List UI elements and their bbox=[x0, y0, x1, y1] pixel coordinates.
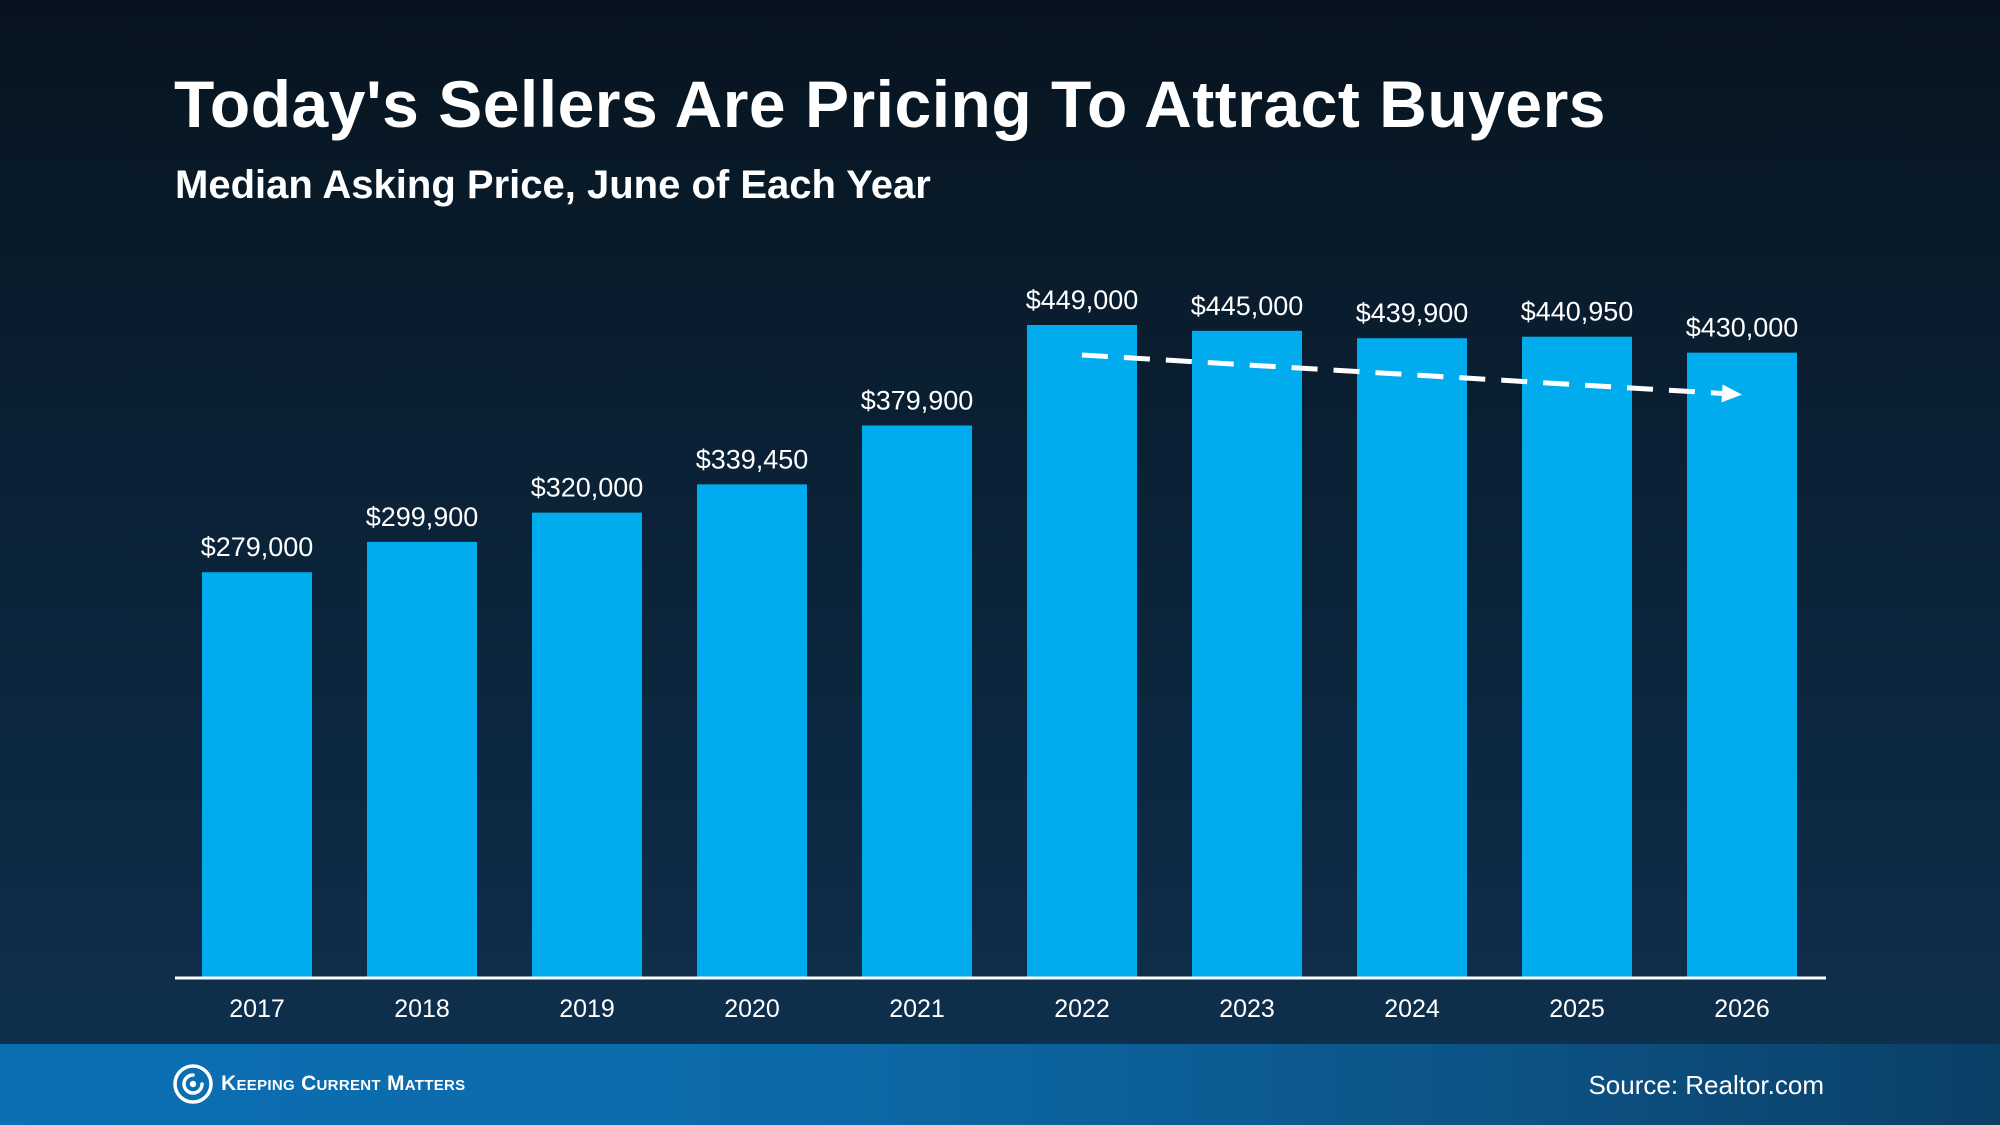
bar-2025[interactable] bbox=[1522, 336, 1632, 978]
bar-2023[interactable] bbox=[1192, 330, 1302, 978]
data-label-2019: $320,000 bbox=[531, 473, 644, 503]
bar-2020[interactable] bbox=[697, 484, 807, 978]
x-tick-label-2019: 2019 bbox=[559, 995, 615, 1023]
x-tick-label-2020: 2020 bbox=[724, 995, 780, 1023]
trend-arrow-head bbox=[1721, 384, 1742, 403]
x-tick-label-2017: 2017 bbox=[229, 995, 285, 1023]
bar-2026[interactable] bbox=[1687, 352, 1797, 978]
x-tick-label-2021: 2021 bbox=[889, 995, 945, 1023]
data-label-2025: $440,950 bbox=[1521, 297, 1634, 327]
data-label-2022: $449,000 bbox=[1026, 285, 1139, 315]
bar-2024[interactable] bbox=[1357, 338, 1467, 979]
data-label-2023: $445,000 bbox=[1191, 291, 1304, 321]
brand[interactable]: Keeping Current Matters bbox=[173, 1064, 465, 1104]
bar-2022[interactable] bbox=[1027, 325, 1137, 978]
brand-name: Keeping Current Matters bbox=[221, 1072, 466, 1095]
x-tick-labels-group: 2017 2018 2019 2020 2021 2022 2023 2024 2025 2026 bbox=[229, 995, 1770, 1023]
bars-group bbox=[202, 325, 1797, 979]
kcm-logo-icon bbox=[173, 1064, 213, 1104]
data-label-2020: $339,450 bbox=[696, 444, 809, 474]
trend-arrow bbox=[1081, 352, 1742, 403]
x-tick-label-2018: 2018 bbox=[394, 995, 450, 1023]
bar-2019[interactable] bbox=[532, 512, 642, 978]
bar-chart: $279,000 $299,900 $320,000 $339,450 $379,900… bbox=[201, 285, 1799, 1023]
chart-title: Today's Sellers Are Pricing To Attract B… bbox=[174, 67, 1606, 141]
x-tick-label-2022: 2022 bbox=[1054, 995, 1110, 1023]
trend-arrow-line bbox=[1081, 352, 1723, 396]
bar-2017[interactable] bbox=[202, 572, 312, 978]
data-label-2024: $439,900 bbox=[1356, 298, 1469, 328]
bar-2018[interactable] bbox=[367, 541, 477, 978]
data-label-2017: $279,000 bbox=[201, 532, 314, 562]
x-tick-label-2025: 2025 bbox=[1549, 995, 1605, 1023]
footer-bar: Keeping Current Matters Source: Realtor.… bbox=[0, 1044, 2000, 1125]
data-label-2026: $430,000 bbox=[1686, 313, 1799, 343]
data-labels-group: $279,000 $299,900 $320,000 $339,450 $379,900… bbox=[201, 285, 1799, 562]
x-tick-label-2024: 2024 bbox=[1384, 995, 1440, 1023]
data-label-2021: $379,900 bbox=[861, 385, 974, 415]
source-credit: Source: Realtor.com bbox=[1588, 1070, 1824, 1100]
x-tick-label-2023: 2023 bbox=[1219, 995, 1275, 1023]
chart-subtitle: Median Asking Price, June of Each Year bbox=[175, 163, 931, 207]
data-label-2018: $299,900 bbox=[366, 502, 479, 532]
x-tick-label-2026: 2026 bbox=[1714, 995, 1770, 1023]
bar-2021[interactable] bbox=[862, 425, 972, 978]
